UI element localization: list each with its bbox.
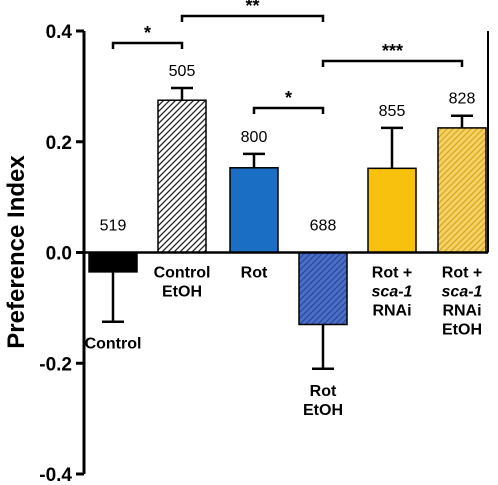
bar: [229, 167, 279, 254]
sample-size-label: 800: [241, 129, 268, 146]
y-tick-label: -0.4: [39, 465, 72, 485]
y-tick-label: 0.4: [46, 22, 73, 43]
category-label-line: sca-1: [372, 284, 413, 301]
y-tick-label: 0.0: [46, 244, 72, 265]
plot-area: 519 Control 505 Control EtOH 800 Rot 688 Rot EtOH…: [84, 0, 489, 419]
category-label: Rot + sca-1 RNAi EtOH: [442, 265, 483, 339]
category-label-line: RNAi: [372, 303, 411, 320]
category-label: Control: [85, 336, 142, 353]
category-label-line: Rot: [241, 265, 268, 282]
category-label: Rot + sca-1 RNAi: [372, 265, 413, 320]
category-label: Rot: [241, 265, 268, 282]
category-label-line: Rot +: [442, 265, 482, 282]
significance-label: ***: [382, 41, 403, 61]
sample-size-label: 688: [310, 218, 337, 235]
y-tick-label: 0.2: [46, 133, 72, 154]
category-label: Rot EtOH: [303, 383, 343, 419]
category-label-line: Rot +: [372, 265, 412, 282]
sample-size-label: 505: [169, 63, 196, 80]
category-label-line: EtOH: [162, 284, 202, 301]
y-axis-label: Preference Index: [3, 155, 30, 349]
sample-size-label: 855: [379, 103, 406, 120]
bar: [88, 251, 138, 273]
y-tick-label: -0.2: [39, 354, 72, 375]
y-axis: 0.4 0.2 0.0 -0.2 -0.4: [39, 22, 86, 485]
category-label-line: Control: [154, 265, 211, 282]
bar: [298, 251, 348, 326]
category-label-line: EtOH: [303, 402, 343, 419]
significance-label: *: [144, 23, 151, 43]
significance-label: **: [245, 0, 259, 16]
category-label-line: EtOH: [442, 322, 482, 339]
category-label-line: sca-1: [442, 284, 483, 301]
significance-bracket: [180, 14, 325, 22]
significance-bracket: [321, 59, 464, 67]
bar: [157, 99, 207, 254]
sample-size-label: 519: [100, 218, 127, 235]
significance-bracket: [252, 106, 325, 114]
bar: [367, 167, 417, 254]
significance-label: *: [285, 88, 292, 108]
category-label: Control EtOH: [154, 265, 211, 301]
category-label-line: Control: [85, 336, 142, 353]
significance-bracket: [111, 41, 184, 49]
category-label-line: Rot: [310, 383, 337, 400]
sample-size-label: 828: [449, 91, 476, 108]
bar: [437, 127, 487, 254]
category-label-line: RNAi: [442, 303, 481, 320]
